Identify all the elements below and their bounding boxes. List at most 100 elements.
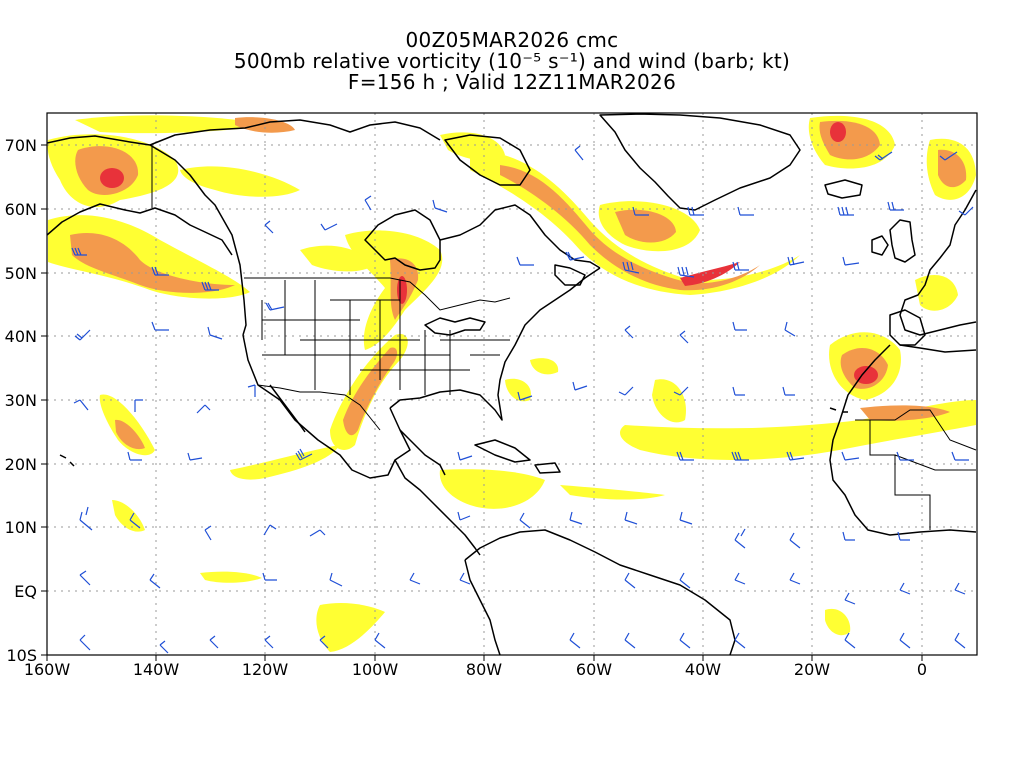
map-frame [46,112,978,656]
barb [734,572,746,585]
barb [939,151,958,161]
y-tick-label: 50N [5,264,37,283]
barb [129,512,141,529]
x-tick-label: 140W [133,660,180,679]
coast-hispaniola [534,462,561,474]
barb [409,572,421,585]
barb [565,251,585,261]
barb [784,321,796,337]
borders-states [261,280,510,395]
graticule [47,113,977,655]
coast-iberia [889,309,926,346]
x-tick-label: 40W [685,660,721,679]
x-tick-label: 0 [917,660,927,679]
barb [247,384,256,397]
barb [151,321,169,331]
coast-europe [899,189,977,336]
barb [73,399,89,411]
coastlines [47,113,977,655]
title-valid: F=156 h ; Valid 12Z11MAR2026 [347,70,677,94]
barb [329,572,343,587]
barb [134,399,143,412]
vort-atl-mid-yellow [652,379,686,423]
map-title: 00Z05MAR2026 cmc 500mb relative vorticit… [0,30,1024,93]
barb [149,573,161,589]
y-tick-label: 70N [5,136,37,155]
barb [569,511,583,525]
vort-satl-yellow [825,608,851,636]
barb [624,572,636,589]
barb [841,451,860,461]
vorticity-shading [47,115,976,652]
coast-central-am [394,459,481,556]
barb [201,281,219,291]
barb [624,325,634,339]
barb [265,302,285,311]
barb [263,524,277,536]
vort-morocco-max [854,366,878,384]
coast-greenland [599,113,801,211]
coast-hawaii [59,454,75,467]
barb [209,635,219,649]
barb [624,511,638,525]
barb [516,256,534,266]
barb [954,582,966,595]
barb [679,572,691,589]
x-tick-label: 100W [352,660,399,679]
barb [309,529,326,537]
barb [958,206,974,216]
barb [786,451,805,461]
barb [319,635,329,649]
vort-alaska-max [100,168,124,188]
vort-yukon-yellow [180,166,300,197]
barb [782,386,795,396]
coast-uk [889,219,916,263]
coast-great-lakes [424,317,486,336]
barb [264,635,274,649]
vort-arctic-orange [235,117,295,133]
vort-enp-yellow [112,500,145,532]
barb [295,448,313,461]
coast-arctic-can [149,119,441,146]
vort-midatl-yellow [505,378,531,402]
barb [517,391,533,401]
x-tick-label: 80W [466,660,502,679]
barb [207,326,223,340]
coast-central-am-n [399,429,446,476]
barb [204,525,212,541]
barb [844,592,856,605]
barb [459,572,471,585]
barb [457,451,473,461]
barb [734,528,746,549]
y-tick-label: 30N [5,391,37,410]
vort-baffin-yellow [440,132,505,161]
title-run: 00Z05MAR2026 cmc [405,28,619,52]
barb [79,506,93,531]
vort-caribbean-yellow [439,469,545,509]
border-us-mexico [257,384,381,431]
x-tick-label: 160W [24,660,71,679]
barb [887,201,904,211]
barb [71,247,87,256]
y-tick-label: 10S [6,646,37,665]
vort-atlantic-orange [500,165,760,291]
vort-atlantic-yellow [470,150,800,295]
barb [737,206,754,216]
barb [457,511,471,521]
coast-africa-north [899,344,977,353]
barb [897,531,910,541]
coast-labrador [439,204,601,269]
vort-eq-yellow [200,571,262,583]
barb [789,532,801,549]
coast-baja [269,384,306,433]
barb [679,511,693,525]
x-axis-labels: 160W 140W 120W 100W 80W 60W 40W 20W 0 [24,660,927,679]
barb [687,206,704,216]
vort-carib-band-yellow [560,485,665,500]
barb [569,632,581,649]
vort-plains-orange [343,347,398,436]
barb [374,632,386,649]
barb [676,451,694,461]
vort-atlantic-max [680,262,740,286]
barb [899,582,911,595]
